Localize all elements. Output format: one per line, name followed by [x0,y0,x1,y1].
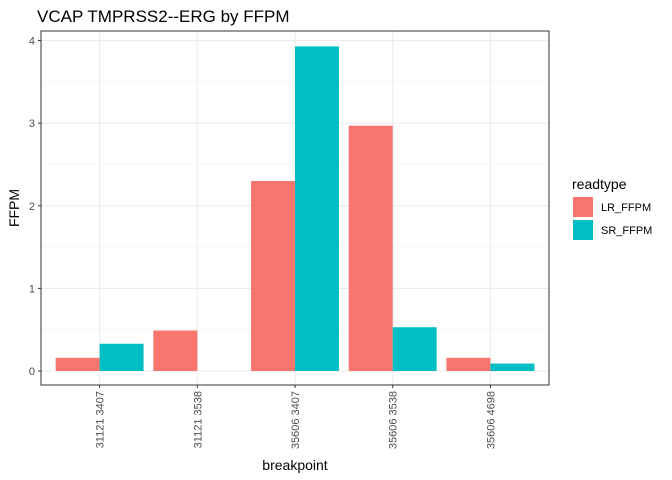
legend-title: readtype [572,176,627,192]
x-axis: 31121 3407 31121 3538 35606 3407 35606 3538… [95,385,497,449]
x-tick-label: 35606 4698 [485,391,497,449]
y-axis-title: FFPM [6,189,22,227]
x-tick-label: 35606 3538 [388,391,400,449]
bar-SR_FFPM-4 [392,327,437,371]
legend-label-SR_FFPM: SR_FFPM [601,225,652,237]
bar-LR_FFPM-2 [153,330,198,371]
bar-LR_FFPM-1 [55,357,100,371]
y-tick-label: 3 [29,118,35,130]
legend-label-LR_FFPM: LR_FFPM [601,202,651,214]
x-tick-label: 35606 3407 [290,391,302,449]
bar-LR_FFPM-4 [348,125,393,371]
y-tick-label: 2 [29,201,35,213]
x-tick-label: 31121 3538 [192,391,204,448]
legend-key-LR_FFPM [573,197,593,217]
bars [55,46,535,372]
bar-LR_FFPM-5 [446,357,491,371]
x-axis-title: breakpoint [262,457,327,473]
bar-SR_FFPM-3 [295,46,339,372]
bar-SR_FFPM-5 [490,363,535,371]
y-tick-label: 4 [29,36,35,48]
legend-key-SR_FFPM [573,220,593,240]
bar-LR_FFPM-3 [251,181,295,371]
chart-title: VCAP TMPRSS2--ERG by FFPM [37,7,290,26]
y-axis: 0 1 2 3 4 [29,36,41,378]
legend: readtype LR_FFPM SR_FFPM [572,176,652,240]
bar-SR_FFPM-1 [99,343,144,371]
y-tick-label: 0 [29,366,35,378]
x-tick-label: 31121 3407 [95,391,107,448]
y-tick-label: 1 [29,283,35,295]
